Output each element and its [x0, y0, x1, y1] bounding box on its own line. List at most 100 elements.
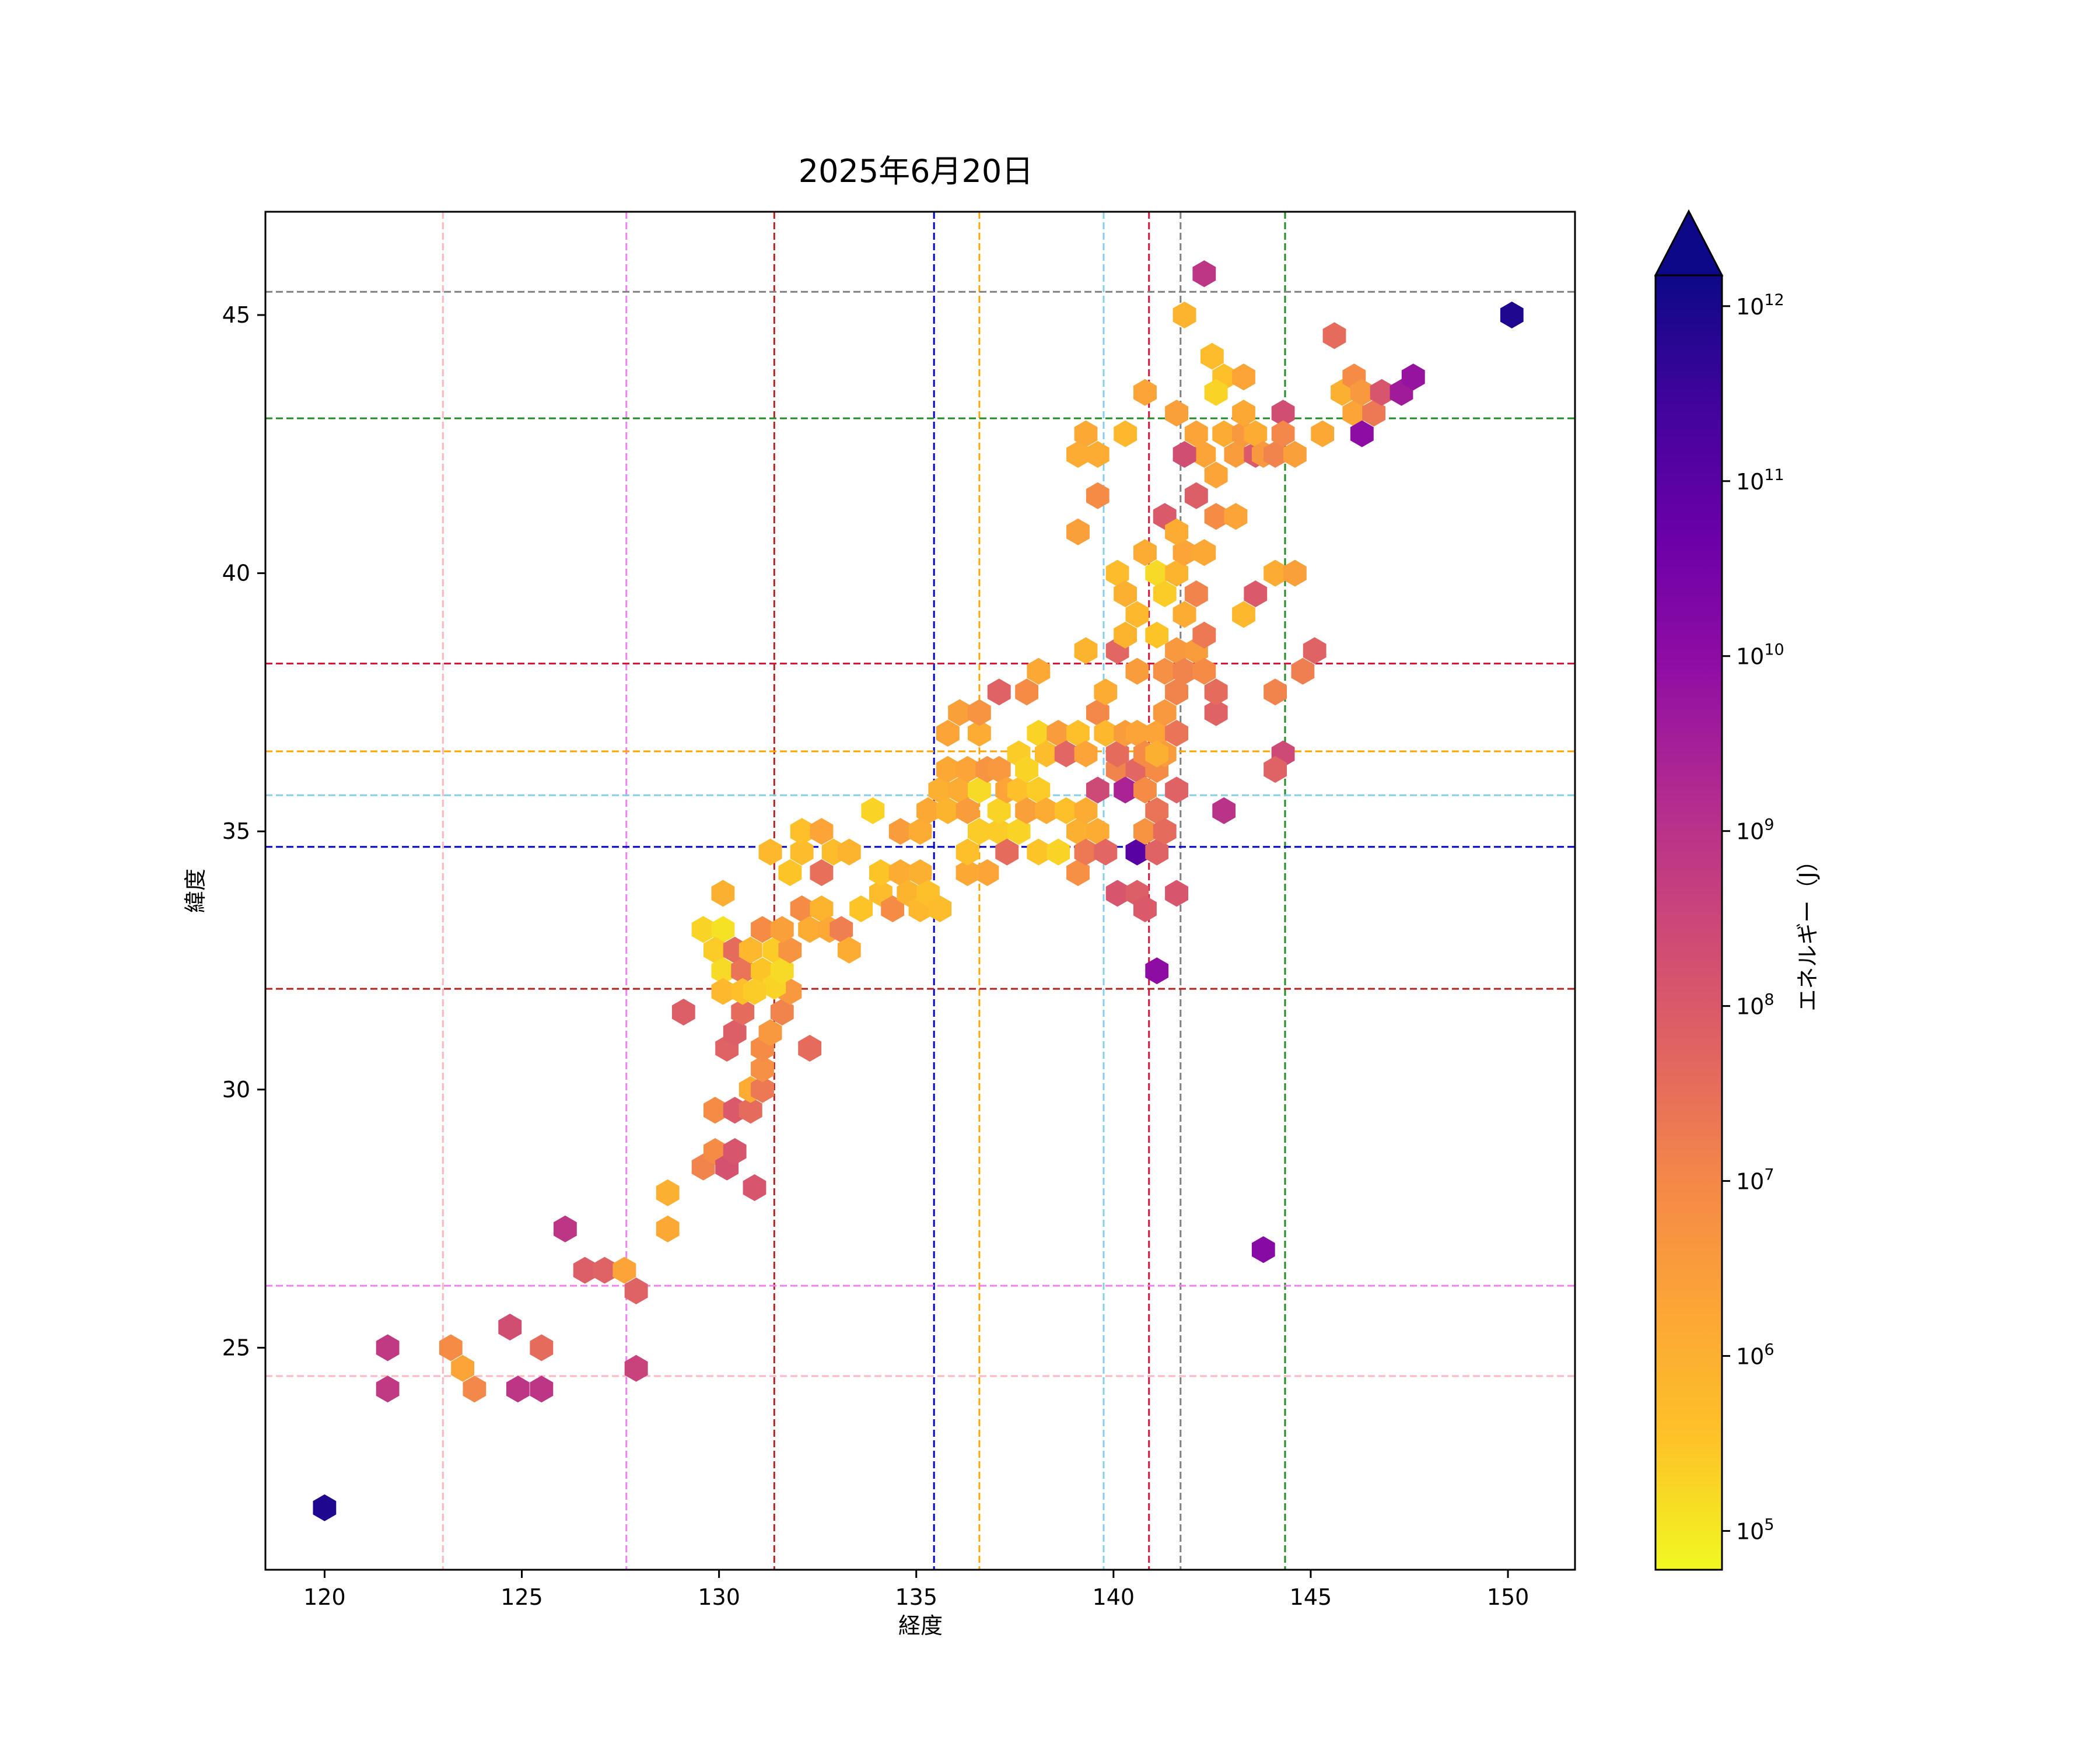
hexbin-cell — [798, 1035, 822, 1062]
hexbin-cell — [948, 776, 971, 804]
hexbin-cell — [1145, 957, 1169, 985]
hexbin-cell — [1125, 838, 1149, 866]
hexbin-cell — [1027, 838, 1051, 866]
hexbin-cell — [1086, 818, 1110, 845]
hexbin-cell — [1204, 678, 1228, 706]
hexbin-cell — [770, 916, 794, 943]
hexbin-cell — [1153, 657, 1177, 685]
hexbin-cell — [1145, 559, 1169, 587]
y-axis: 25 30 35 40 45 — [222, 302, 265, 1360]
hexbin-cell — [743, 978, 766, 1005]
hexbin-cell — [1184, 580, 1208, 607]
hexbin-cell — [1232, 363, 1255, 391]
hexbin-cell — [1027, 776, 1051, 804]
hexbin-cell — [1066, 859, 1090, 886]
hexbin-cell — [1172, 441, 1196, 468]
hexbin-cell — [711, 978, 735, 1005]
hexbin-cell — [1244, 420, 1268, 447]
colorbar-tick-label: 109 — [1736, 816, 1774, 845]
hexbin-cell — [1086, 776, 1110, 804]
hexbin-cell — [1027, 720, 1051, 747]
hexbin-cell — [554, 1215, 577, 1242]
hexbin-cell — [711, 916, 735, 943]
hexbin-cell — [612, 1256, 636, 1284]
x-tick-label: 150 — [1487, 1584, 1530, 1610]
hexbin-cell — [790, 818, 814, 845]
hexbin-cell — [573, 1256, 597, 1284]
hexbin-cell — [1200, 342, 1224, 370]
hexbin-cell — [1094, 838, 1118, 866]
hexbin-cell — [968, 699, 991, 726]
colorbar-label: エネルギー（J） — [1795, 849, 1821, 1011]
hexbin-cell — [837, 936, 861, 964]
plot-frame — [264, 211, 1576, 1571]
hexbin-cell — [995, 838, 1019, 866]
hexbin-cell — [908, 818, 932, 845]
hexbin-cell — [506, 1376, 530, 1403]
hexbin-cell — [738, 1097, 762, 1124]
hexbin-cell — [671, 999, 695, 1026]
hexbin-cell — [1184, 482, 1208, 509]
hexbin-cell — [1172, 657, 1196, 685]
hexbin-cell — [1125, 657, 1149, 685]
hexbin-cell — [837, 838, 861, 866]
hexbin-cell — [1133, 776, 1157, 804]
hexbin-cell — [1145, 797, 1169, 824]
hexbin-cell — [1192, 260, 1216, 288]
colorbar-tick-label: 107 — [1736, 1166, 1774, 1195]
hexbin-cell — [1153, 699, 1177, 726]
y-tick-label: 35 — [222, 818, 250, 844]
hexbin-cell — [1015, 797, 1038, 824]
hexbin-cell — [691, 916, 715, 943]
hexbin-cell — [1165, 776, 1188, 804]
y-tick-label: 25 — [222, 1335, 250, 1360]
hexbin-cell — [711, 880, 735, 907]
hexbin-cell — [751, 1055, 774, 1083]
hexbin-cell — [975, 859, 999, 886]
hexbin-cells — [313, 260, 1524, 1521]
hexbin-cell — [810, 859, 834, 886]
x-tick-label: 140 — [1093, 1584, 1135, 1610]
hexbin-cell — [1086, 482, 1110, 509]
hexbin-cell — [1165, 400, 1188, 427]
hexbin-cell — [1046, 720, 1070, 747]
hexbin-cell — [1074, 797, 1098, 824]
hexbin-cell — [463, 1376, 487, 1403]
hexbin-cell — [1105, 740, 1129, 768]
hexbin-cell — [711, 957, 735, 985]
hexbin-cell — [798, 916, 822, 943]
hexbin-cell — [1172, 302, 1196, 328]
hexbin-cell — [1172, 539, 1196, 566]
hexbin-cell — [987, 678, 1011, 706]
colorbar-tick-label: 108 — [1736, 991, 1774, 1020]
hexbin-cell — [1114, 621, 1137, 649]
hexbin-cell — [723, 1019, 747, 1046]
hexbin-cell — [656, 1179, 680, 1206]
hexbin-cell — [439, 1334, 463, 1362]
hexbin-cell — [956, 797, 979, 824]
hexbin-cell — [1192, 539, 1216, 566]
hexbin-cell — [908, 859, 932, 886]
colorbar-tick-label: 1012 — [1736, 291, 1784, 320]
hexbin-cell — [1035, 740, 1058, 768]
hexbin-cell — [743, 1174, 766, 1201]
hexbin-cell — [888, 859, 912, 886]
hexbin-cell — [936, 720, 960, 747]
hexbin-cell — [1094, 678, 1118, 706]
y-axis-label: 緯度 — [183, 869, 208, 913]
hexbin-cell — [1212, 420, 1236, 447]
hexbin-cell — [1066, 818, 1090, 845]
hexbin-cell — [758, 838, 782, 866]
hexbin-cell — [1350, 420, 1374, 447]
colorbar: 105 106 107 108 109 1010 1011 1012 エネルギー（J） — [1654, 209, 1821, 1571]
hexbin-cell — [751, 1076, 774, 1103]
hexbin-cell — [1105, 880, 1129, 907]
hexbin-cell — [656, 1215, 680, 1242]
hexbin-cell — [1007, 776, 1031, 804]
hexbin-cell — [1145, 740, 1169, 768]
hexbin-cell — [936, 797, 960, 824]
hexbin-cell — [861, 797, 885, 824]
hexbin-cell — [830, 916, 853, 943]
hexbin-cell — [1133, 818, 1157, 845]
hexbin-cell — [1283, 559, 1307, 587]
